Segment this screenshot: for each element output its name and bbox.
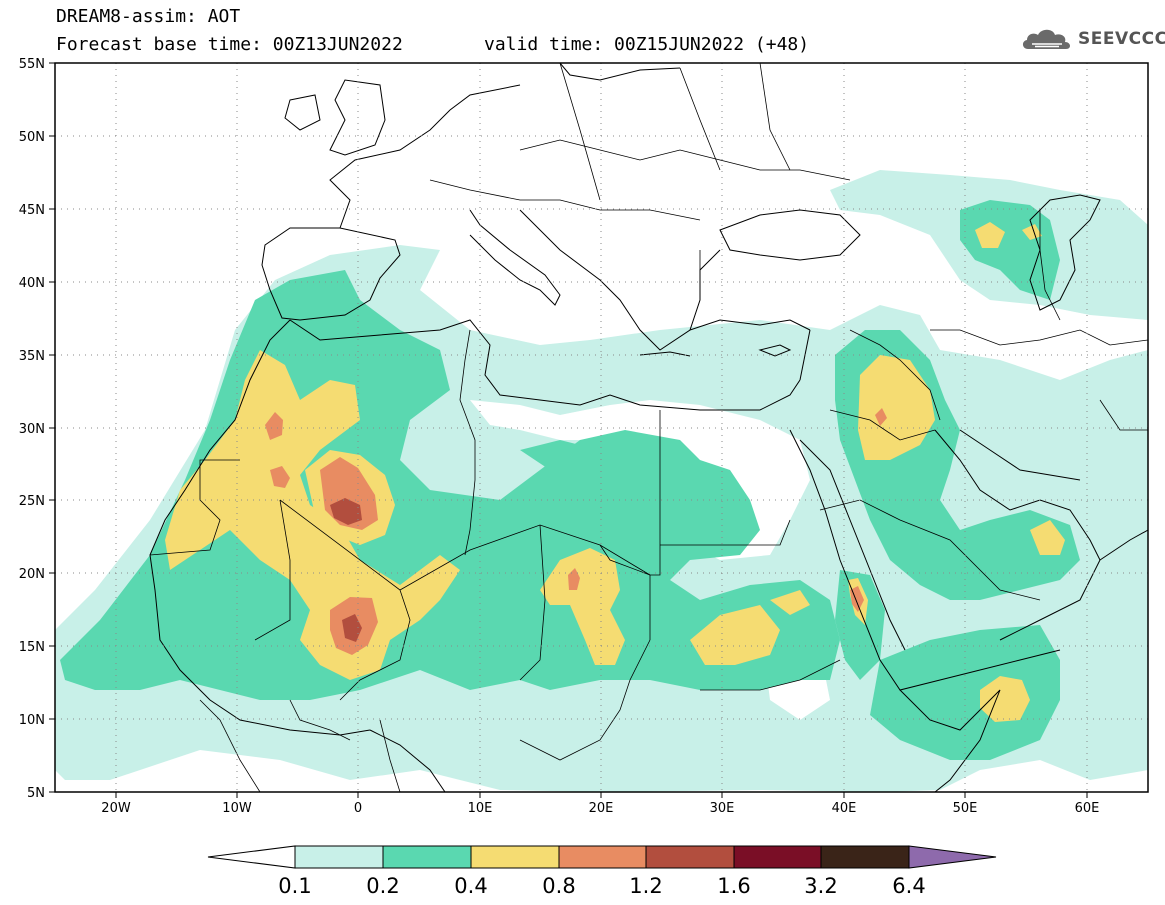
colorbar-label: 0.4 [454,874,487,898]
lon-tick-label: 30E [710,801,735,816]
aot-level-0.4 [165,222,1065,722]
lon-tick-label: 10E [468,801,493,816]
lon-labels: 20W 10W 0 10E 20E 30E 40E 50E 60E [101,801,1099,816]
colorbar-segment [558,845,647,869]
forecast-time-line: Forecast base time: 00Z13JUN2022 valid ti… [56,34,809,55]
colorbar-segment [733,845,822,869]
lat-tick-label: 15N [19,640,45,655]
colorbar-arrow-left [207,845,296,869]
lon-tick-label: 60E [1075,801,1100,816]
colorbar-segment [382,845,472,869]
colorbar-label: 0.1 [278,874,311,898]
lon-tick-label: 50E [953,801,978,816]
cloud-icon [1022,29,1071,49]
coastlines [149,63,1148,792]
aot-contours [55,170,1148,792]
lat-tick-label: 35N [19,349,45,364]
lat-tick-label: 50N [19,130,45,145]
lat-tick-label: 10N [19,713,45,728]
lat-tick-label: 55N [19,57,45,72]
lat-tick-label: 20N [19,567,45,582]
colorbar-label: 0.8 [542,874,575,898]
colorbar-label: 1.6 [717,874,750,898]
lat-tick-label: 25N [19,494,45,509]
colorbar-segment [645,845,735,869]
base-time: Forecast base time: 00Z13JUN2022 [56,34,403,55]
colorbar-segment [820,845,910,869]
colorbar-segment [470,845,560,869]
lon-tick-label: 10W [222,801,252,816]
graticule [55,63,1148,792]
colorbar-segment [294,845,384,869]
lon-tick-label: 20W [101,801,131,816]
lon-tick-label: 40E [832,801,857,816]
lat-tick-label: 45N [19,203,45,218]
colorbar: 0.1 0.2 0.4 0.8 1.2 1.6 3.2 6.4 [207,845,997,898]
colorbar-label: 3.2 [804,874,837,898]
colorbar-arrow-right [908,845,997,869]
lon-tick-label: 20E [589,801,614,816]
colorbar-label: 0.2 [366,874,399,898]
colorbar-label: 6.4 [892,874,925,898]
seevccc-logo: SEEVCCC [1020,24,1165,54]
lon-tick-label: 0 [354,801,362,816]
valid-time: valid time: 00Z15JUN2022 (+48) [484,34,810,55]
colorbar-label: 1.2 [629,874,662,898]
lat-tick-label: 40N [19,276,45,291]
logo-text: SEEVCCC [1078,29,1165,49]
lat-tick-label: 5N [27,786,45,801]
lat-labels: 5N 10N 15N 20N 25N 30N 35N 40N 45N 50N 5… [19,57,45,801]
map-title: DREAM8-assim: AOT [56,6,241,27]
country-borders [149,63,1148,792]
aot-level-1.2 [330,498,362,642]
axis-ticks [49,62,1088,798]
lat-tick-label: 30N [19,422,45,437]
